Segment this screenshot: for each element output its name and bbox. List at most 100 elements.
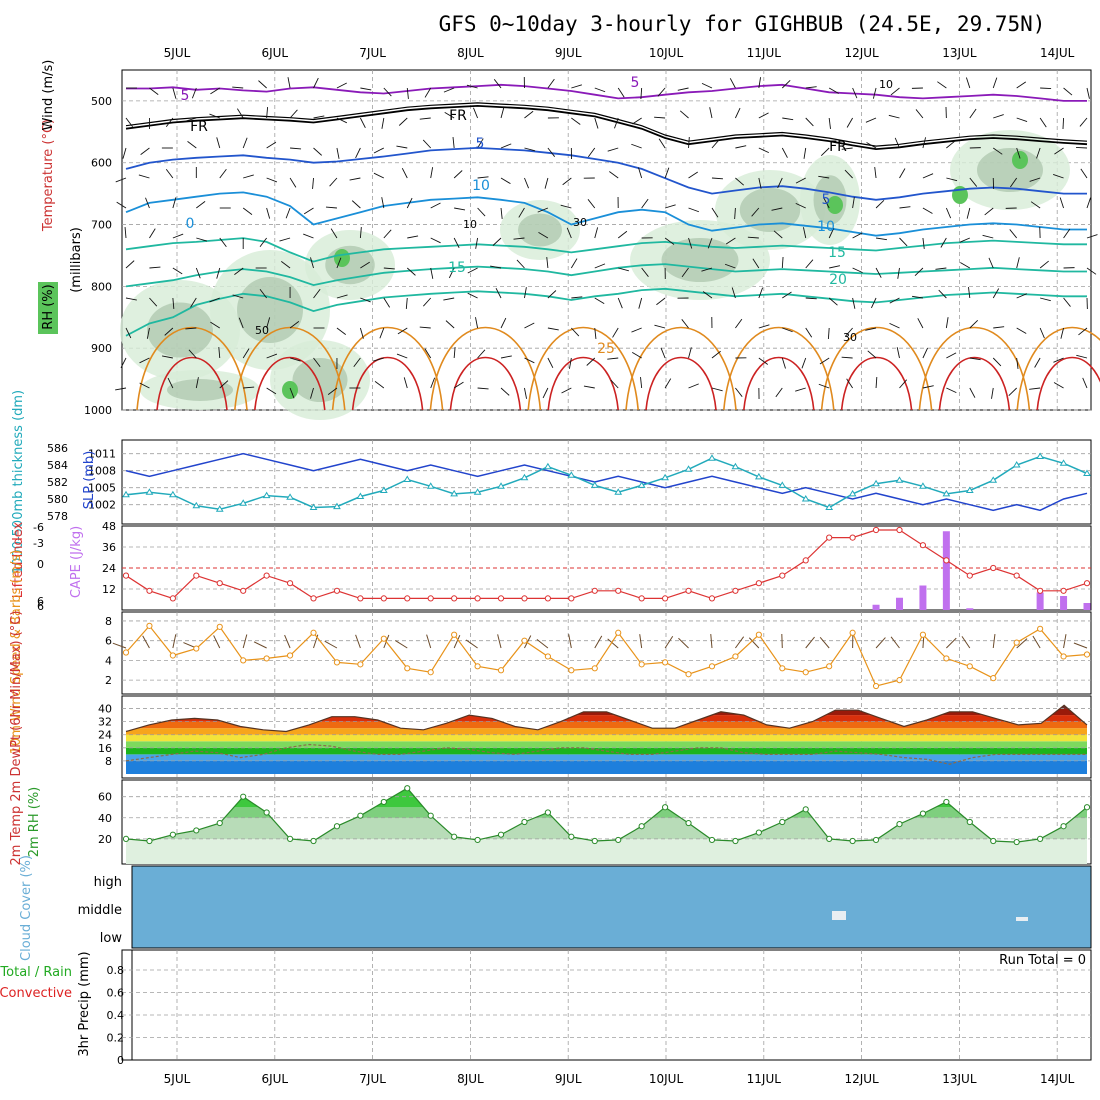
- date-label-top: 6JUL: [261, 46, 288, 60]
- wind-barb: [841, 147, 853, 150]
- wind-barb: [664, 237, 675, 245]
- wind-barb: [966, 207, 971, 219]
- temp-tick: 40: [98, 703, 112, 716]
- wind-barb: [232, 86, 244, 89]
- wind-barb: [805, 86, 817, 89]
- wind-barb: [452, 137, 455, 149]
- wind-barb: [419, 117, 431, 120]
- wind-barb: [266, 317, 271, 329]
- wind-barb: [242, 634, 248, 649]
- wind-barb: [424, 87, 432, 98]
- wind-barb: [475, 237, 479, 249]
- wind-barb: [513, 237, 525, 240]
- isotherm-label: 10: [472, 178, 490, 194]
- wind-barb: [969, 357, 981, 361]
- wind-barb: [782, 117, 794, 121]
- wind-barb: [313, 147, 322, 156]
- wind-barb: [536, 638, 549, 649]
- wind-barb: [419, 326, 431, 329]
- lifted-index-marker: [966, 572, 973, 579]
- wind-barb: [617, 297, 623, 309]
- wind-barb: [656, 297, 666, 306]
- wind-barb: [1040, 297, 1051, 302]
- wind-barb: [125, 117, 133, 128]
- wind-barb: [752, 258, 760, 269]
- date-label-top: 10JUL: [649, 46, 684, 60]
- wind-barb: [465, 639, 478, 649]
- wind-barb: [430, 377, 436, 389]
- li-tick: 6: [37, 595, 44, 608]
- wind-barb: [242, 348, 250, 359]
- lifted-index-marker: [146, 587, 153, 594]
- wind-barb: [1076, 354, 1088, 359]
- wind-barb: [303, 207, 314, 215]
- wind-barb: [594, 227, 599, 239]
- wind-barb: [828, 227, 835, 239]
- run-total-label: Run Total = 0: [999, 953, 1086, 968]
- isotherm-label: 5: [181, 88, 190, 104]
- precip-tick: 0.4: [107, 1009, 125, 1022]
- rh-contour-label: 30: [843, 331, 857, 344]
- wind-speed-marker: [521, 637, 528, 644]
- wind-barb: [607, 638, 619, 649]
- thickness-marker: [848, 489, 857, 497]
- li-tick: 0: [37, 558, 44, 571]
- wind-barb: [922, 347, 928, 359]
- wind-barb: [349, 177, 361, 181]
- wind-barb: [1016, 327, 1027, 334]
- wind-barb: [844, 169, 853, 179]
- wind-barb: [172, 297, 175, 309]
- temp-band: [126, 721, 1087, 729]
- wind-barb: [775, 387, 783, 398]
- wind-barb: [827, 327, 830, 340]
- wind-barb: [191, 87, 197, 99]
- wind-barb: [874, 167, 877, 179]
- date-label-bottom: 8JUL: [457, 1072, 484, 1086]
- wind-barb: [664, 167, 670, 179]
- wind-barb: [1082, 377, 1088, 389]
- rh2m-marker: [451, 833, 458, 840]
- rh2m-marker: [708, 836, 716, 844]
- wind-speed-marker: [755, 631, 762, 638]
- wind-barb: [915, 109, 924, 119]
- lifted-index-marker: [779, 572, 786, 579]
- wind-speed-marker: [849, 629, 856, 636]
- wind-barb: [852, 267, 863, 274]
- wind-barb: [729, 78, 736, 89]
- wind-barb: [664, 635, 674, 649]
- wind-barb: [1063, 297, 1071, 307]
- temp-tick: 16: [98, 742, 112, 755]
- wind-barb: [330, 228, 338, 239]
- wind-barb: [443, 297, 455, 301]
- wind-barb: [165, 168, 174, 179]
- thickness-marker: [497, 482, 505, 489]
- rh2m-marker: [990, 837, 997, 845]
- wind-barb: [430, 202, 441, 209]
- warm-isotherm: [918, 326, 1031, 411]
- thickness-marker: [567, 471, 576, 478]
- rh2m-marker: [615, 836, 622, 844]
- wind-barb: [982, 234, 994, 239]
- wind-speed-marker: [1037, 625, 1044, 632]
- rh2m-marker: [779, 818, 786, 826]
- temperature-label: Temperature (°C): [41, 119, 56, 232]
- wind-barb: [195, 267, 201, 279]
- wind-barb: [617, 87, 625, 98]
- wind-barb: [1036, 147, 1041, 159]
- wind-barb: [688, 207, 700, 213]
- wind-barb: [654, 116, 666, 119]
- isotherm-label: 5: [822, 192, 831, 208]
- wind-barb: [889, 322, 900, 329]
- thickness-marker: [661, 473, 669, 481]
- wind-barb: [773, 230, 783, 239]
- wind-speed-marker: [451, 631, 458, 638]
- wind-barb: [1016, 257, 1020, 269]
- wind-barb: [196, 201, 206, 209]
- date-label-top: 8JUL: [457, 46, 484, 60]
- wind-barb: [443, 87, 455, 93]
- li-tick: -6: [33, 521, 44, 534]
- wind-barb: [965, 77, 971, 89]
- wind-barb: [781, 80, 791, 89]
- wind-barb: [125, 297, 137, 301]
- wind-barb: [888, 114, 900, 119]
